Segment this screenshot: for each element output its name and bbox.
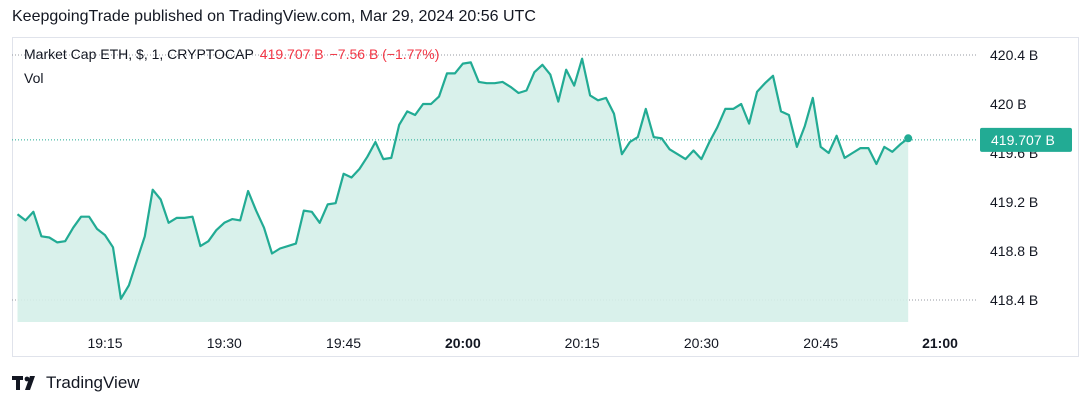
y-tick-label: 420.4 B [990, 47, 1038, 63]
price-line [16, 57, 909, 300]
last-price-dot [904, 134, 913, 143]
price-badge-label: 419.707 B [991, 132, 1055, 148]
x-tick-label: 20:00 [445, 335, 481, 351]
y-tick-label: 418.4 B [990, 292, 1038, 308]
tradingview-logo-icon [12, 376, 35, 390]
y-tick-label: 419.2 B [990, 194, 1038, 210]
symbol-title[interactable]: Market Cap ETH, $, 1, CRYPTOCAP [24, 46, 254, 62]
x-tick-label: 20:45 [803, 335, 838, 351]
last-value: 419.707 B [259, 46, 324, 62]
publish-info: KeepgoingTrade published on TradingView.… [12, 8, 536, 25]
x-tick-label: 20:15 [565, 335, 600, 351]
x-axis: 19:15 19:30 19:45 20:00 20:15 20:30 20:45 21:00 [87, 335, 958, 351]
x-tick-label: 21:00 [922, 335, 958, 351]
price-badge: 419.707 B [980, 127, 1072, 152]
chart-legend: Market Cap ETH, $, 1, CRYPTOCAP 419.707 B… [24, 46, 439, 62]
tradingview-brand[interactable]: TradingView [12, 373, 140, 393]
x-tick-label: 20:30 [684, 335, 719, 351]
y-tick-label: 420 B [990, 96, 1027, 112]
chart-frame[interactable] [12, 37, 1079, 357]
area-fill [17, 58, 909, 322]
brand-name: TradingView [46, 373, 140, 392]
x-tick-label: 19:30 [207, 335, 242, 351]
x-tick-label: 19:45 [326, 335, 361, 351]
x-tick-label: 19:15 [87, 335, 122, 351]
y-tick-label: 418.8 B [990, 243, 1038, 259]
change-value: −7.56 B (−1.77%) [329, 46, 440, 62]
volume-label[interactable]: Vol [24, 70, 44, 86]
